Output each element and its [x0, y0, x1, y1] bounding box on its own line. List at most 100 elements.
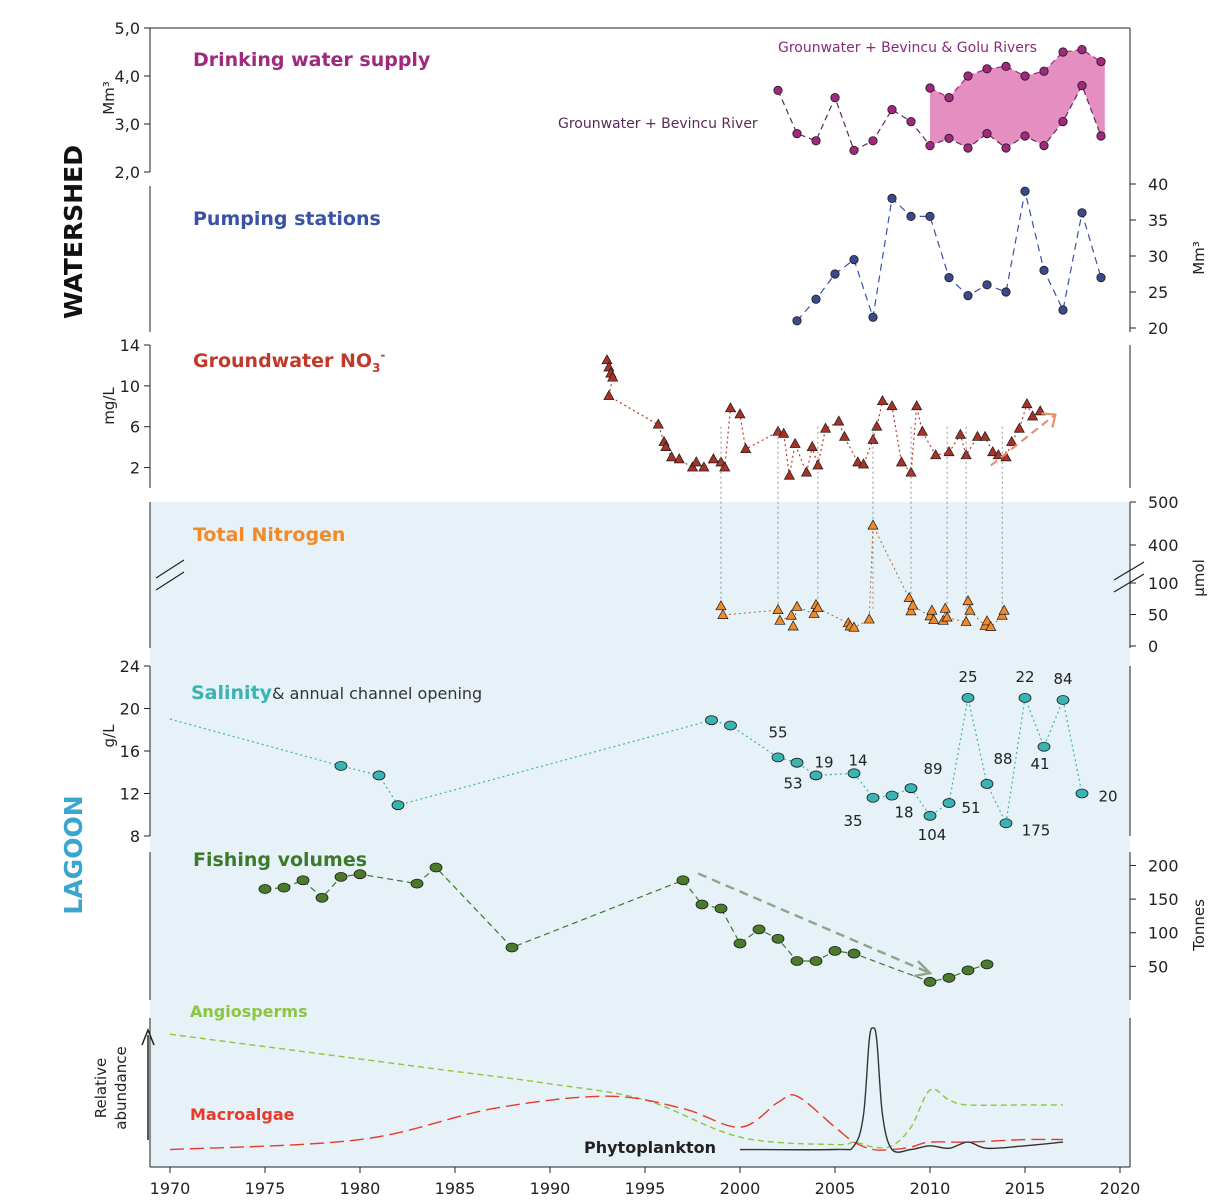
pumping-tick-label: 35: [1148, 211, 1168, 230]
salinity-tick-label: 20: [120, 700, 140, 719]
drinking-lower-point: [963, 143, 973, 153]
drinking-lower-point: [944, 133, 954, 143]
x-tick-label: 1975: [245, 1179, 286, 1198]
drinking-lower-point: [773, 85, 783, 96]
fishing-trend-arrow: [697, 872, 931, 975]
drinking-lower-point: [1096, 131, 1106, 141]
x-tick-label: 1995: [625, 1179, 666, 1198]
x-tick-label: 2010: [910, 1179, 951, 1198]
salinity-point: [724, 720, 737, 731]
tn-point: [905, 605, 917, 616]
tn-point: [941, 611, 953, 622]
fishing-tick-label: 200: [1148, 856, 1179, 875]
tn-point: [785, 609, 797, 620]
no3-point: [833, 415, 845, 426]
drinking-lower-point: [792, 129, 802, 139]
no3-point: [1021, 398, 1033, 409]
drinking-lower-point: [906, 117, 916, 127]
drinking-upper-point: [963, 71, 973, 81]
tn-point: [717, 608, 729, 619]
pumping-line: [796, 191, 1102, 322]
macroalgae-curve: [169, 1094, 1064, 1151]
no3-point: [857, 458, 870, 469]
tn-point: [848, 621, 860, 632]
no3-point: [930, 449, 942, 460]
no3-point: [960, 449, 972, 460]
pumping-point: [849, 255, 859, 265]
no3-point: [943, 446, 955, 457]
no3-point: [719, 461, 731, 472]
tn-point: [960, 615, 972, 626]
drinking-lower-point: [1058, 117, 1068, 127]
drinking-upper-point: [925, 83, 935, 93]
x-tick-label: 1985: [435, 1179, 476, 1198]
drinking-lower-point: [1039, 141, 1049, 151]
pumping-title: Pumping stations: [193, 208, 381, 230]
no3-point: [819, 422, 832, 433]
salinity-point: [705, 715, 718, 726]
fishing-title: Fishing volumes: [193, 849, 367, 871]
drinking-upper-label: Grounwater + Bevincu & Golu Rivers: [778, 40, 1037, 56]
fishing-point: [923, 976, 937, 987]
pumping-point: [1020, 186, 1030, 196]
fishing-point: [410, 878, 424, 889]
salinity-point: [885, 790, 899, 801]
salinity-annotation: 53: [783, 775, 802, 793]
salinity-point: [980, 779, 994, 789]
pumping-tick-label: 40: [1148, 175, 1168, 194]
fishing-point: [961, 965, 975, 976]
drinking-upper-point: [1058, 47, 1068, 57]
tn-point: [903, 591, 915, 602]
fishing-point: [258, 884, 272, 894]
tn-point: [996, 609, 1008, 620]
drinking-lower-point: [1001, 143, 1011, 153]
drinking-title: Drinking water supply: [193, 49, 431, 71]
drinking-upper-point: [944, 93, 954, 103]
no3-point: [778, 427, 790, 438]
angiosperms-curve: [169, 1033, 1063, 1149]
drinking-upper-point: [1077, 44, 1087, 55]
salinity-point: [866, 792, 880, 803]
salinity-annotation: 18: [894, 804, 913, 822]
no3-point: [852, 456, 864, 467]
no3-point: [905, 466, 917, 477]
drinking-tick-label: 4,0: [115, 67, 140, 86]
no3-title: Groundwater NO3-: [193, 348, 385, 375]
pumping-point: [1077, 208, 1087, 218]
fishing-point: [277, 882, 291, 893]
fishing-point: [714, 903, 728, 914]
macroalgae-label: Macroalgae: [190, 1105, 295, 1124]
salinity-point: [904, 783, 918, 794]
x-tick-label: 1980: [340, 1179, 381, 1198]
no3-point: [806, 440, 818, 451]
fishing-point: [980, 959, 994, 970]
fishing-point: [695, 899, 709, 910]
no3-point: [838, 430, 851, 441]
drinking-tick-label: 5,0: [115, 19, 140, 38]
fishing-point: [790, 956, 804, 966]
fishing-line: [264, 866, 988, 983]
salinity-point: [923, 810, 937, 821]
no3-point: [724, 402, 737, 413]
tn-point: [791, 600, 803, 611]
no3-point: [789, 437, 801, 448]
salinity-tick-label: 16: [120, 742, 140, 761]
tn-point: [985, 620, 997, 631]
no3-point: [652, 418, 664, 429]
no3-point: [660, 440, 672, 451]
tn-point: [928, 613, 940, 625]
salinity-unit: g/L: [100, 724, 118, 748]
fishing-point: [505, 942, 519, 953]
tn-point: [863, 613, 875, 624]
no3-point: [772, 425, 784, 436]
no3-point: [876, 394, 889, 406]
salinity-annotation: 89: [923, 760, 942, 778]
tn-point: [867, 519, 879, 530]
no3-point: [895, 456, 908, 467]
watershed-label: WATERSHED: [59, 145, 88, 319]
fishing-point: [429, 862, 443, 873]
right-axis-break: [1113, 561, 1145, 593]
pumping-point: [906, 211, 916, 221]
salinity-point: [999, 818, 1013, 829]
fishing-point: [828, 945, 842, 956]
